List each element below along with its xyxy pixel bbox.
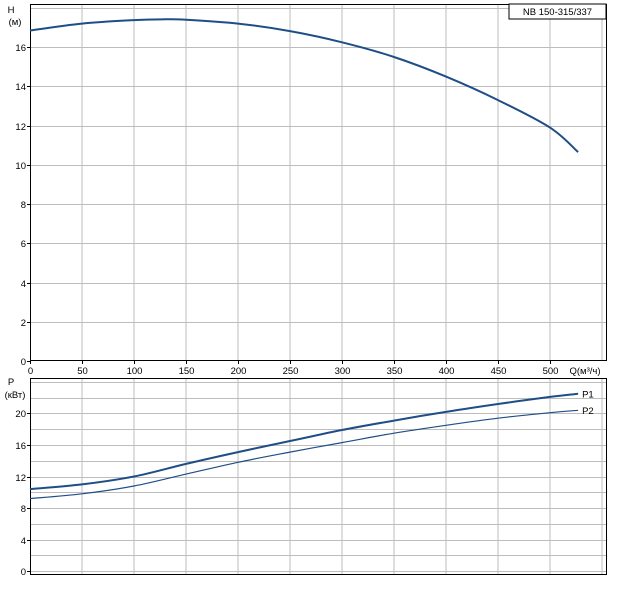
head-xtick-label-100: 100 (127, 366, 143, 377)
head-ytick-label-10: 10 (15, 161, 26, 172)
power-ytick-label-4: 4 (21, 536, 26, 547)
head-ytick-label-8: 8 (21, 200, 26, 211)
head-ytick-label-6: 6 (21, 239, 26, 250)
head-curve-panel: 0 2 4 6 8 10 12 14 16 H(м) 0 50 100 150 200 250 300 350 40… (8, 4, 607, 377)
power-ytick-label-16: 16 (15, 441, 26, 452)
power-ytick-label-8: 8 (21, 504, 26, 515)
power-ytick-label-20: 20 (15, 409, 26, 420)
power-series-p2-line (29, 409, 579, 500)
head-ylabel-unit: (м) (9, 17, 22, 28)
head-xtick-label-300: 300 (335, 366, 351, 377)
model-label-box (508, 3, 607, 20)
power-curve-panel: 0 4 8 12 16 20 P (кВт) P1 P2 (5, 377, 607, 578)
head-ylabel-symbol: H (8, 5, 15, 16)
head-ytick-label-16: 16 (15, 43, 26, 54)
power-ylabel-unit: (кВт) (5, 390, 26, 401)
head-xtick-label-50: 50 (77, 366, 88, 377)
head-xtick-label-250: 250 (283, 366, 299, 377)
head-xtick-label-150: 150 (179, 366, 195, 377)
power-series-label-p1: P1 (582, 389, 594, 400)
head-ytick-label-14: 14 (15, 82, 26, 93)
head-xtick-label-350: 350 (387, 366, 403, 377)
head-xtick-label-200: 200 (231, 366, 247, 377)
head-ytick-label-2: 2 (21, 318, 26, 329)
power-ytick-label-12: 12 (15, 473, 26, 484)
head-xlabel: Q(м³/ч) (569, 366, 600, 377)
head-frame (30, 4, 607, 361)
head-xtick-label-450: 450 (491, 366, 507, 377)
head-series-h-line (29, 18, 579, 153)
power-ytick-label-0: 0 (21, 567, 26, 578)
head-ytick-label-4: 4 (21, 279, 26, 290)
head-xtick-label-400: 400 (439, 366, 455, 377)
head-ytick-label-0: 0 (21, 357, 26, 368)
power-ylabel-symbol: P (8, 377, 14, 388)
head-xtick-label-0: 0 (28, 366, 33, 377)
power-series-p1-line (29, 392, 579, 491)
model-label: NB 150-315/337 (523, 7, 592, 18)
power-series-label-p2: P2 (582, 406, 594, 417)
head-xtick-label-500: 500 (543, 366, 559, 377)
head-ytick-label-12: 12 (15, 122, 26, 133)
power-frame (30, 378, 607, 575)
